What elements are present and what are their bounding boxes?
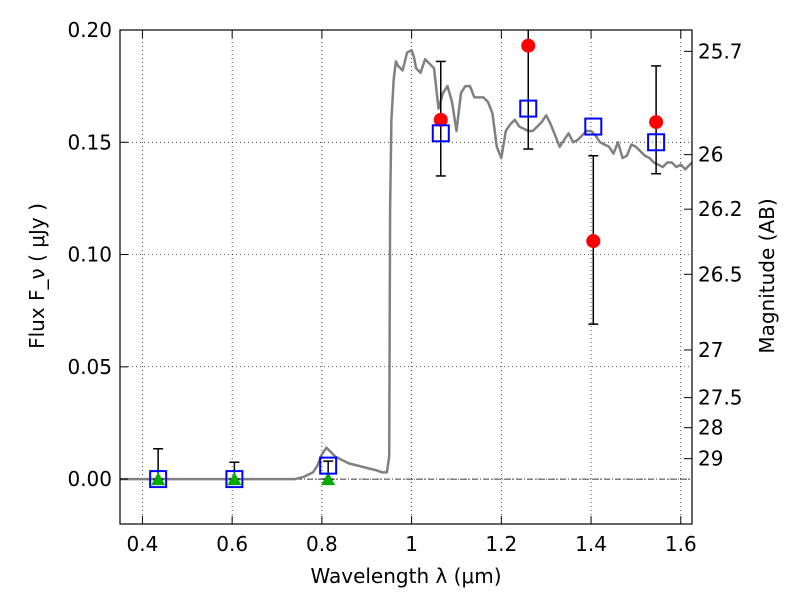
model-spectrum-line	[120, 48, 692, 481]
y-tick-label: 0.20	[67, 18, 112, 42]
y-tick-label: 0.05	[67, 355, 112, 379]
observed-flux-point	[586, 234, 601, 249]
upper-limit-point	[227, 472, 242, 486]
grid-lines	[120, 29, 692, 524]
right-tick-label: 29	[698, 447, 723, 471]
y-tick-label: 0.10	[67, 243, 112, 267]
x-tick-label: 1.4	[575, 532, 607, 556]
model-flux-point	[149, 470, 168, 489]
x-axis-label: Wavelength λ (μm)	[310, 564, 501, 588]
upper-limit-point	[321, 472, 336, 486]
observed-flux-point	[649, 115, 664, 130]
plot-frame	[119, 29, 693, 525]
x-tick-label: 0.8	[306, 532, 338, 556]
right-tick-label: 26.5	[698, 262, 743, 286]
y-tick-label: 0.00	[67, 467, 112, 491]
y-tick-label: 0.15	[67, 130, 112, 154]
right-tick-label: 26	[698, 143, 723, 167]
right-axis-label: Magnitude (AB)	[755, 198, 779, 353]
x-tick-label: 0.6	[216, 532, 248, 556]
right-tick-label: 27.5	[698, 386, 743, 410]
x-tick-label: 1.6	[665, 532, 697, 556]
y-axis-label: Flux F_ν ( μJy )	[25, 203, 49, 349]
tick-layer: 0.4 0.6 0.8 1 1.2 1.4 1.6 0.00 0.05 0.10 0.15 0.20 2…	[67, 18, 742, 556]
model-flux-point	[519, 99, 538, 118]
model-flux-point	[584, 117, 603, 136]
right-tick-label: 27	[698, 338, 723, 362]
model-flux-point	[431, 124, 450, 143]
x-tick-label: 0.4	[127, 532, 159, 556]
x-tick-label: 1	[405, 532, 418, 556]
observed-flux-point	[433, 112, 448, 127]
model-flux-point	[647, 133, 666, 152]
x-tick-label: 1.2	[485, 532, 517, 556]
model-flux-point	[225, 470, 244, 489]
data-layer	[120, 30, 692, 489]
observed-flux-point	[521, 38, 536, 53]
right-tick-label: 26.2	[698, 197, 743, 221]
upper-limit-point	[151, 472, 166, 486]
right-tick-label: 25.7	[698, 39, 743, 63]
right-tick-label: 28	[698, 416, 723, 440]
model-flux-point	[319, 456, 338, 475]
